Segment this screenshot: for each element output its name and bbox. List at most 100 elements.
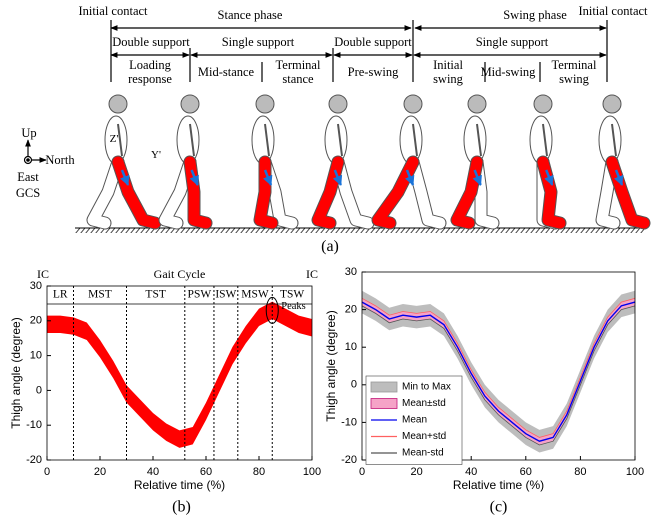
x-tick-label: 20	[94, 466, 106, 478]
head	[533, 94, 553, 114]
phase-label: LR	[53, 289, 68, 301]
legend-swatch	[370, 381, 398, 393]
arm	[117, 123, 123, 157]
chart-title: Gait Cycle	[154, 267, 206, 281]
walker	[311, 94, 375, 230]
phase-label: MSW	[241, 289, 269, 301]
phase-label: TSW	[280, 289, 304, 301]
label: Initial contact	[578, 4, 648, 18]
head	[108, 94, 128, 114]
band	[47, 301, 312, 448]
walker	[450, 94, 500, 230]
sensor-arrow	[405, 169, 415, 186]
y-tick-label: 20	[345, 304, 357, 316]
sensor-arrow	[472, 169, 482, 186]
legend-label: Mean+std	[402, 431, 446, 442]
caption: (a)	[321, 238, 339, 255]
caption: (c)	[490, 499, 508, 516]
label: Terminal stance	[275, 58, 321, 86]
phase-label: ISW	[215, 289, 236, 301]
head	[180, 94, 200, 114]
gcs-axes	[23, 139, 47, 165]
sensor-arrow	[332, 169, 343, 186]
x-axis-label: Relative time (%)	[453, 478, 544, 492]
legend-label: Mean±std	[402, 398, 446, 409]
walker	[158, 94, 213, 230]
phase-label: MST	[88, 289, 112, 301]
plot-frame	[46, 285, 313, 461]
y-tick-label: -10	[26, 419, 42, 431]
legend: Min to Max Mean±std Mean Mean+std Mean-std	[365, 375, 463, 465]
plot-frame	[361, 271, 636, 461]
label: East	[17, 170, 39, 184]
x-tick-label: 20	[410, 466, 422, 478]
plot	[361, 290, 636, 453]
arm	[189, 123, 195, 157]
y-tick-label: -20	[341, 454, 357, 466]
head	[328, 94, 348, 114]
walker	[251, 94, 299, 230]
label: Z'	[109, 133, 119, 145]
label: Initial swing	[433, 58, 463, 86]
y-tick-label: 10	[30, 350, 42, 362]
label: Single support	[221, 35, 295, 49]
arm	[542, 123, 548, 157]
walker	[371, 94, 447, 230]
label: Up	[21, 126, 37, 140]
leg	[87, 156, 124, 229]
x-tick-label: 80	[574, 466, 586, 478]
x-tick-label: 40	[465, 466, 477, 478]
legend-label: Mean	[402, 415, 427, 426]
label: Initial contact	[78, 4, 148, 18]
phase-label: TST	[145, 289, 165, 301]
legend-label: Mean-std	[402, 448, 444, 459]
x-tick-label: 60	[520, 466, 532, 478]
leg	[407, 156, 446, 229]
plot	[47, 301, 312, 448]
line	[361, 305, 636, 446]
y-tick-label: 0	[351, 379, 357, 391]
label: GCS	[15, 186, 41, 200]
label: Swing phase	[503, 8, 567, 22]
arm	[337, 123, 343, 157]
line	[361, 297, 636, 438]
y-tick-label: -20	[26, 454, 42, 466]
y-tick-label: 10	[345, 341, 357, 353]
label: Mid-stance	[197, 65, 255, 79]
legend-swatch	[370, 398, 398, 409]
x-tick-label: 100	[303, 466, 321, 478]
y-tick-label: 30	[345, 266, 357, 278]
y-tick-label: 20	[30, 315, 42, 327]
phase-arrows	[110, 20, 608, 82]
sensor-arrow	[120, 169, 130, 186]
sensor-arrow	[614, 169, 624, 186]
label: Stance phase	[217, 8, 283, 22]
label: Mid-swing	[480, 65, 536, 79]
head	[255, 94, 275, 114]
walkers	[86, 94, 651, 230]
arm	[264, 123, 270, 157]
sensor-arrow	[263, 169, 273, 186]
y-tick-label: 0	[36, 384, 42, 396]
label: Pre-swing	[347, 65, 399, 79]
x-tick-label: 40	[147, 466, 159, 478]
x-tick-label: 0	[359, 466, 365, 478]
caption: (b)	[172, 499, 191, 516]
ic-label: IC	[37, 267, 49, 281]
head	[403, 94, 423, 114]
label: Single support	[475, 35, 549, 49]
arm	[476, 123, 482, 157]
y-axis-label: Thigh angle (degree)	[324, 310, 338, 421]
walker	[86, 94, 162, 230]
peaks-label: Peaks	[281, 301, 306, 312]
head	[602, 94, 622, 114]
line	[361, 301, 636, 442]
leg	[596, 156, 620, 229]
label: Y'	[151, 149, 161, 161]
sensor-arrow	[544, 169, 554, 186]
head	[467, 94, 487, 114]
legend-label: Min to Max	[402, 382, 451, 393]
y-axis-label: Thigh angle (degree)	[9, 317, 23, 428]
